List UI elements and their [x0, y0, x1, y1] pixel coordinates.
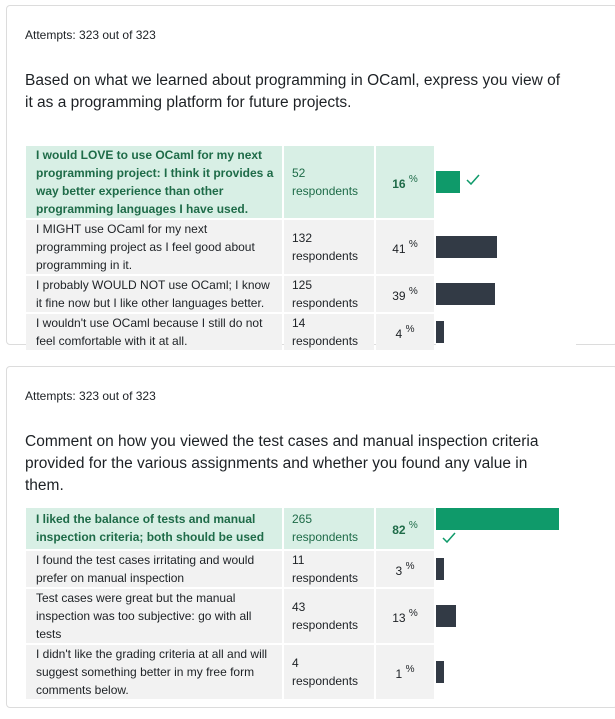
percent-value: 41: [392, 242, 406, 256]
respondent-count: 265 respondents: [284, 508, 374, 549]
percent-bar-cell: [436, 550, 576, 587]
percent-bar: [436, 557, 444, 580]
respondent-count: 132 respondents: [284, 220, 374, 274]
respondent-count: 52 respondents: [284, 146, 374, 218]
answer-option-text: I MIGHT use OCaml for my next programmin…: [26, 220, 282, 274]
percent-bar-cell: [436, 220, 576, 274]
percent-cell: 13 %: [376, 588, 434, 643]
percent-bar-cell: [436, 588, 576, 643]
answer-option-text: I would LOVE to use OCaml for my next pr…: [26, 146, 282, 218]
answer-option-text: Test cases were great but the manual ins…: [26, 588, 282, 643]
percent-value: 82: [392, 523, 406, 538]
percent-sign: %: [405, 560, 415, 572]
percent-sign: %: [408, 239, 418, 250]
percent-bar-cell: [436, 644, 576, 699]
answer-option-text: I wouldn't use OCaml because I still do …: [26, 314, 282, 350]
answer-row: I MIGHT use OCaml for my next programmin…: [26, 220, 576, 274]
percent-bar-cell: [436, 314, 576, 350]
percent-cell: 82 %: [376, 508, 434, 549]
answer-option-text: I found the test cases irritating and wo…: [26, 550, 282, 587]
percent-cell: 3 %: [376, 550, 434, 587]
percent-sign: %: [408, 286, 418, 297]
respondent-count: 125 respondents: [284, 276, 374, 312]
percent-value: 39: [392, 289, 406, 303]
answer-row: I liked the balance of tests and manual …: [26, 508, 576, 549]
percent-cell: 16 %: [376, 146, 434, 218]
percent-bar-cell: [436, 146, 576, 218]
percent-cell: 41 %: [376, 220, 434, 274]
percent-bar: [436, 171, 460, 193]
check-icon: [466, 173, 480, 191]
percent-cell: 1 %: [376, 644, 434, 699]
results-table-2: I liked the balance of tests and manual …: [24, 506, 578, 701]
percent-sign: %: [408, 520, 418, 532]
percent-value: 13: [392, 610, 406, 625]
results-table-1: I would LOVE to use OCaml for my next pr…: [24, 144, 578, 352]
percent-bar-cell: [436, 508, 576, 549]
answer-row: I probably WOULD NOT use OCaml; I know i…: [26, 276, 576, 312]
respondent-count: 14 respondents: [284, 314, 374, 350]
answer-row: I found the test cases irritating and wo…: [26, 550, 576, 587]
percent-sign: %: [408, 174, 418, 185]
attempts-count: Attempts: 323 out of 323: [25, 28, 156, 42]
percent-bar: [436, 604, 456, 627]
percent-value: 1: [395, 666, 403, 681]
percent-value: 3: [395, 563, 403, 578]
percent-sign: %: [405, 324, 415, 335]
percent-cell: 4 %: [376, 314, 434, 350]
attempts-count: Attempts: 323 out of 323: [25, 389, 156, 403]
percent-sign: %: [408, 607, 418, 619]
question-text: Comment on how you viewed the test cases…: [25, 433, 539, 494]
question-text: Based on what we learned about programmi…: [25, 72, 561, 111]
answer-row: I didn't like the grading criteria at al…: [26, 644, 576, 699]
percent-bar: [436, 321, 444, 343]
answer-option-text: I liked the balance of tests and manual …: [26, 508, 282, 549]
respondent-count: 4 respondents: [284, 644, 374, 699]
percent-cell: 39 %: [376, 276, 434, 312]
percent-bar: [436, 283, 495, 305]
percent-bar: [436, 508, 559, 530]
answer-row: I would LOVE to use OCaml for my next pr…: [26, 146, 576, 218]
percent-bar: [436, 660, 444, 683]
answer-option-text: I probably WOULD NOT use OCaml; I know i…: [26, 276, 282, 312]
percent-bar: [436, 236, 497, 258]
check-icon: [442, 531, 456, 549]
percent-bar-cell: [436, 276, 576, 312]
percent-value: 16: [392, 177, 406, 191]
percent-sign: %: [405, 663, 415, 675]
answer-option-text: I didn't like the grading criteria at al…: [26, 644, 282, 699]
percent-value: 4: [395, 327, 403, 341]
answer-row: I wouldn't use OCaml because I still do …: [26, 314, 576, 350]
respondent-count: 43 respondents: [284, 588, 374, 643]
respondent-count: 11 respondents: [284, 550, 374, 587]
answer-row: Test cases were great but the manual ins…: [26, 588, 576, 643]
